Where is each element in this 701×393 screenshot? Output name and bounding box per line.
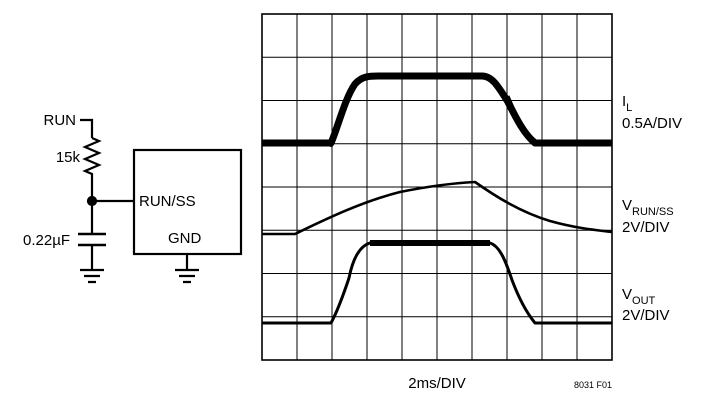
capacitor-symbol bbox=[78, 232, 106, 247]
ground-icon bbox=[175, 268, 199, 284]
trace-il-ripple bbox=[329, 87, 536, 148]
capacitor-label: 0.22µF bbox=[23, 232, 70, 249]
trace-scale-vrunss: 2V/DIV bbox=[622, 219, 670, 236]
trace-vrunss bbox=[262, 180, 613, 236]
trace-label-vout: VOUT bbox=[622, 286, 656, 307]
pin-gnd-label: GND bbox=[168, 230, 202, 247]
x-scale-label: 2ms/DIV bbox=[408, 375, 466, 392]
figure-id: 8031 F01 bbox=[574, 380, 612, 390]
resistor-symbol bbox=[82, 136, 102, 200]
trace-label-il: IL bbox=[622, 93, 632, 114]
circuit-schematic bbox=[78, 118, 243, 284]
trace-label-vrunss: VRUN/SS bbox=[622, 197, 674, 218]
trace-scale-vout: 2V/DIV bbox=[622, 307, 670, 324]
run-wire bbox=[80, 118, 94, 138]
scope-grid bbox=[261, 13, 613, 361]
ground-icon bbox=[80, 268, 104, 284]
scope-traces bbox=[262, 72, 613, 325]
run-label: RUN bbox=[44, 112, 77, 129]
resistor-label: 15k bbox=[56, 149, 81, 166]
pin-run-ss-label: RUN/SS bbox=[139, 193, 196, 210]
trace-scale-il: 0.5A/DIV bbox=[622, 115, 682, 132]
